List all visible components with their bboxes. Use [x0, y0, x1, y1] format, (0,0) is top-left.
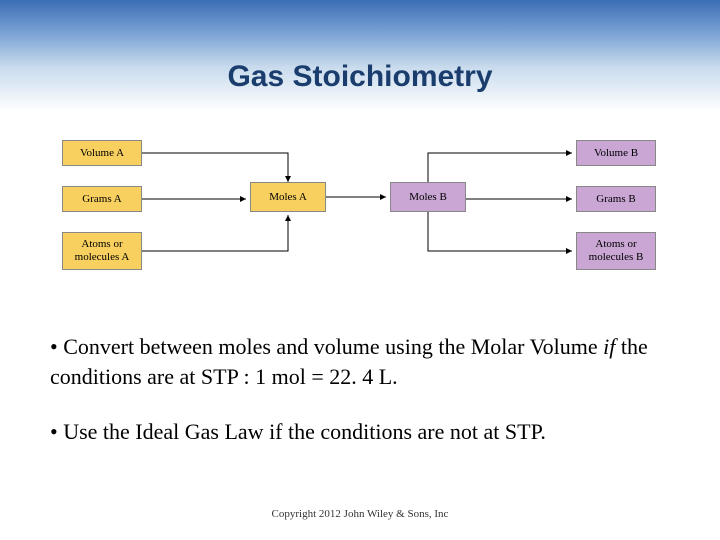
page-title: Gas Stoichiometry [227, 60, 492, 94]
flowchart-diagram: Volume A Grams A Atoms or molecules A Mo… [40, 132, 680, 302]
bullet-1: • Convert between moles and volume using… [50, 332, 670, 391]
header-banner: Gas Stoichiometry [0, 0, 720, 112]
bullet-1-italic: if [603, 334, 615, 359]
box-grams-a: Grams A [62, 186, 142, 212]
box-volume-a: Volume A [62, 140, 142, 166]
bullet-1-pre: • Convert between moles and volume using… [50, 334, 603, 359]
box-grams-b: Grams B [576, 186, 656, 212]
box-volume-b: Volume B [576, 140, 656, 166]
copyright-text: Copyright 2012 John Wiley & Sons, Inc [0, 508, 720, 520]
box-atoms-b: Atoms or molecules B [576, 232, 656, 270]
bullet-2: • Use the Ideal Gas Law if the condition… [50, 417, 670, 447]
box-atoms-a: Atoms or molecules A [62, 232, 142, 270]
box-moles-b: Moles B [390, 182, 466, 212]
box-moles-a: Moles A [250, 182, 326, 212]
content-area: • Convert between moles and volume using… [0, 302, 720, 447]
